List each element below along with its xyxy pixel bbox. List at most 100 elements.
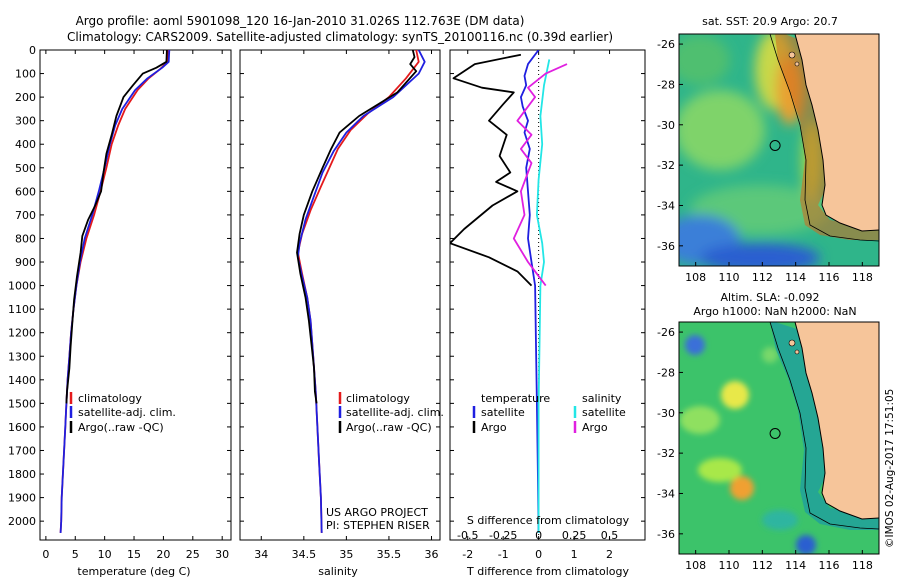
- map-y-tick-label: -32: [657, 447, 675, 460]
- map-y-tick-label: -28: [657, 366, 675, 379]
- map-x-tick-label: 116: [819, 271, 840, 284]
- sla-blob: [698, 458, 742, 482]
- depth-tick-label: 300: [15, 115, 36, 128]
- map-y-tick-label: -28: [657, 78, 675, 91]
- salinity-lines: [296, 50, 426, 533]
- difference-legend: temperature salinity satellite Argo sate…: [472, 392, 626, 434]
- series-line: [520, 50, 540, 533]
- s-difference-ticks: -0.5 -0.25 0 0.25 0.5: [457, 529, 618, 542]
- s-tick-label: 0.25: [562, 529, 587, 542]
- map-y-tick-label: -32: [657, 159, 675, 172]
- series-line: [296, 50, 426, 533]
- depth-tick-label: 1400: [8, 374, 36, 387]
- s-tick-label: -0.25: [489, 529, 517, 542]
- depth-tick-label: 1200: [8, 327, 36, 340]
- series-line: [296, 50, 420, 533]
- sla-map: Altim. SLA: -0.092 Argo h1000: NaN h2000…: [657, 291, 880, 572]
- sst-axes: [678, 33, 880, 267]
- map-x-tick-label: 108: [685, 271, 706, 284]
- sla-coastline: [794, 322, 879, 520]
- x-tick-label: 0: [535, 548, 542, 561]
- s-tick-label: 0: [535, 529, 542, 542]
- x-tick-label: 0: [42, 548, 49, 561]
- legend-satellite-adj: satellite-adj. clim.: [78, 406, 176, 419]
- temperature-lines: [59, 50, 171, 533]
- sst-field: [679, 34, 879, 266]
- x-tick-label: -2: [462, 548, 473, 561]
- depth-tick-label: 1700: [8, 444, 36, 457]
- map-x-tick-label: 110: [719, 559, 740, 572]
- sst-argo-location-marker: [769, 140, 781, 151]
- sla-island: [788, 339, 796, 347]
- temperature-axes: [39, 49, 232, 541]
- x-tick-label: 36: [424, 548, 438, 561]
- x-tick-label: 10: [98, 548, 112, 561]
- sla-blobs: [680, 335, 816, 554]
- series-line: [65, 50, 168, 404]
- salinity-legend: climatology satellite-adj. clim. Argo(..…: [338, 392, 444, 434]
- sla-blob: [762, 510, 798, 530]
- temperature-panel: 0100200300400500600700800900100011001200…: [8, 44, 232, 578]
- map-y-tick-label: -34: [657, 199, 675, 212]
- legend-argo: Argo(..raw -QC): [78, 421, 164, 434]
- sla-blob: [721, 381, 749, 409]
- temperature-legend: climatology satellite-adj. clim. Argo(..…: [69, 392, 176, 434]
- x-tick-label: 34: [254, 548, 268, 561]
- sla-blob: [762, 347, 778, 363]
- sst-map-ticks: 108 110 112 114 116 118 -26 -28 -30 -32 -34 -36: [657, 38, 873, 284]
- t-difference-xlabel: T difference from climatology: [466, 565, 629, 578]
- x-tick-label: 35.5: [377, 548, 402, 561]
- map-y-tick-label: -34: [657, 487, 675, 500]
- x-tick-label: 2: [606, 548, 613, 561]
- depth-tick-label: 800: [15, 232, 36, 245]
- map-y-tick-label: -26: [657, 38, 675, 51]
- map-x-tick-label: 118: [852, 559, 873, 572]
- legend-climatology: climatology: [346, 392, 410, 405]
- map-y-tick-label: -36: [657, 528, 675, 541]
- sla-field: [679, 322, 879, 554]
- depth-tick-label: 1300: [8, 350, 36, 363]
- map-y-tick-label: -26: [657, 326, 675, 339]
- pi-annotation: PI: STEPHEN RISER: [326, 519, 430, 532]
- map-x-tick-label: 112: [752, 559, 773, 572]
- sst-isobath: [769, 34, 879, 242]
- depth-tick-label: 700: [15, 209, 36, 222]
- x-tick-label: 5: [72, 548, 79, 561]
- map-x-tick-label: 110: [719, 271, 740, 284]
- x-tick-label: 15: [127, 548, 141, 561]
- s-tick-label: 0.5: [601, 529, 619, 542]
- sst-land: [795, 34, 879, 231]
- depth-axis: 0 100 200 300 400 500 600 700 800 900 1000 1100 1200…: [8, 44, 231, 528]
- sla-isobath: [769, 322, 879, 530]
- x-tick-label: 34.5: [292, 548, 317, 561]
- s-tick-label: -0.5: [457, 529, 478, 542]
- header-line1: Argo profile: aoml 5901098_120 16-Jan-20…: [76, 14, 525, 28]
- legend-s-argo: Argo: [582, 421, 608, 434]
- legend-t-satellite: satellite: [481, 406, 525, 419]
- map-x-tick-label: 116: [819, 559, 840, 572]
- sst-island: [788, 51, 796, 59]
- depth-tick-label: 2000: [8, 515, 36, 528]
- series-line: [536, 59, 551, 533]
- depth-tick-label: 1100: [8, 303, 36, 316]
- sst-map: sat. SST: 20.9 Argo: 20.7 108 110 112 114 11…: [657, 15, 880, 284]
- sla-island: [794, 349, 800, 355]
- salinity-depth-ticks: [240, 49, 440, 522]
- salinity-axes: [239, 49, 441, 541]
- series-line: [296, 50, 418, 404]
- legend-salinity-heading: salinity: [582, 392, 622, 405]
- difference-lines: [450, 50, 568, 540]
- x-tick-label: -1: [498, 548, 509, 561]
- sla-argo-location-marker: [769, 428, 781, 439]
- difference-panel: -2 -1 0 1 2 S difference from climatology -0…: [449, 49, 646, 578]
- sla-blob: [685, 335, 705, 355]
- salinity-panel: 34 34.5 35 35.5 36 salinity climatology sate…: [239, 49, 444, 578]
- map-y-tick-label: -36: [657, 240, 675, 253]
- depth-tick-label: 1800: [8, 468, 36, 481]
- legend-climatology: climatology: [78, 392, 142, 405]
- x-tick-label: 35: [339, 548, 353, 561]
- depth-tick-label: 600: [15, 185, 36, 198]
- depth-tick-label: 1000: [8, 280, 36, 293]
- map-y-tick-label: -30: [657, 407, 675, 420]
